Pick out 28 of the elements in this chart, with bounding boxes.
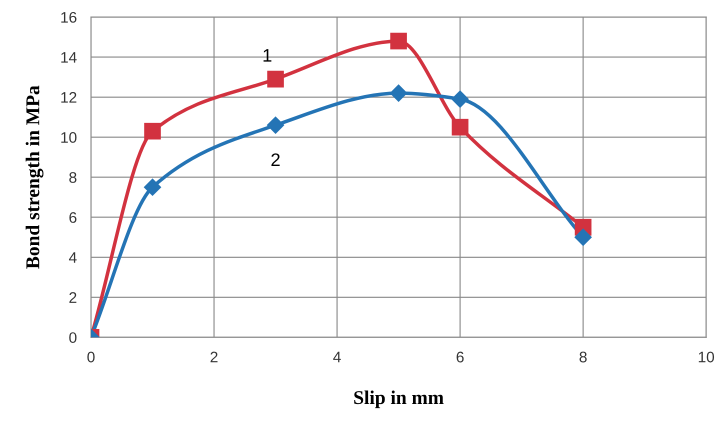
x-tick-label: 4 xyxy=(333,352,341,362)
point xyxy=(390,32,407,50)
y-tick-label: 12 xyxy=(61,92,76,103)
y-axis-title: Bond strength in MPa xyxy=(26,86,44,269)
x-tick-label: 2 xyxy=(210,352,218,362)
point xyxy=(452,90,469,108)
y-tick-label: 6 xyxy=(69,212,76,223)
y-tick-label: 0 xyxy=(69,332,77,344)
x-tick-label: 6 xyxy=(456,352,464,362)
point xyxy=(144,178,162,196)
point xyxy=(390,84,408,102)
series-label: 2 xyxy=(271,153,280,166)
x-tick-label: 10 xyxy=(698,352,714,362)
series-label: 1 xyxy=(264,49,272,62)
y-tick-label: 10 xyxy=(61,132,77,143)
x-tick-label: 8 xyxy=(580,352,587,362)
point xyxy=(144,122,161,140)
point xyxy=(266,116,284,134)
y-tick-label: 4 xyxy=(68,252,77,263)
point xyxy=(574,228,592,246)
y-tick-label: 2 xyxy=(69,292,76,303)
x-axis-title: Slip in mm xyxy=(354,390,444,408)
point xyxy=(267,70,284,88)
y-tick-label: 8 xyxy=(69,172,76,183)
y-tick-label: 14 xyxy=(61,52,77,63)
y-tick-label: 16 xyxy=(61,12,76,23)
point xyxy=(452,118,468,136)
x-tick-label: 0 xyxy=(87,352,95,362)
